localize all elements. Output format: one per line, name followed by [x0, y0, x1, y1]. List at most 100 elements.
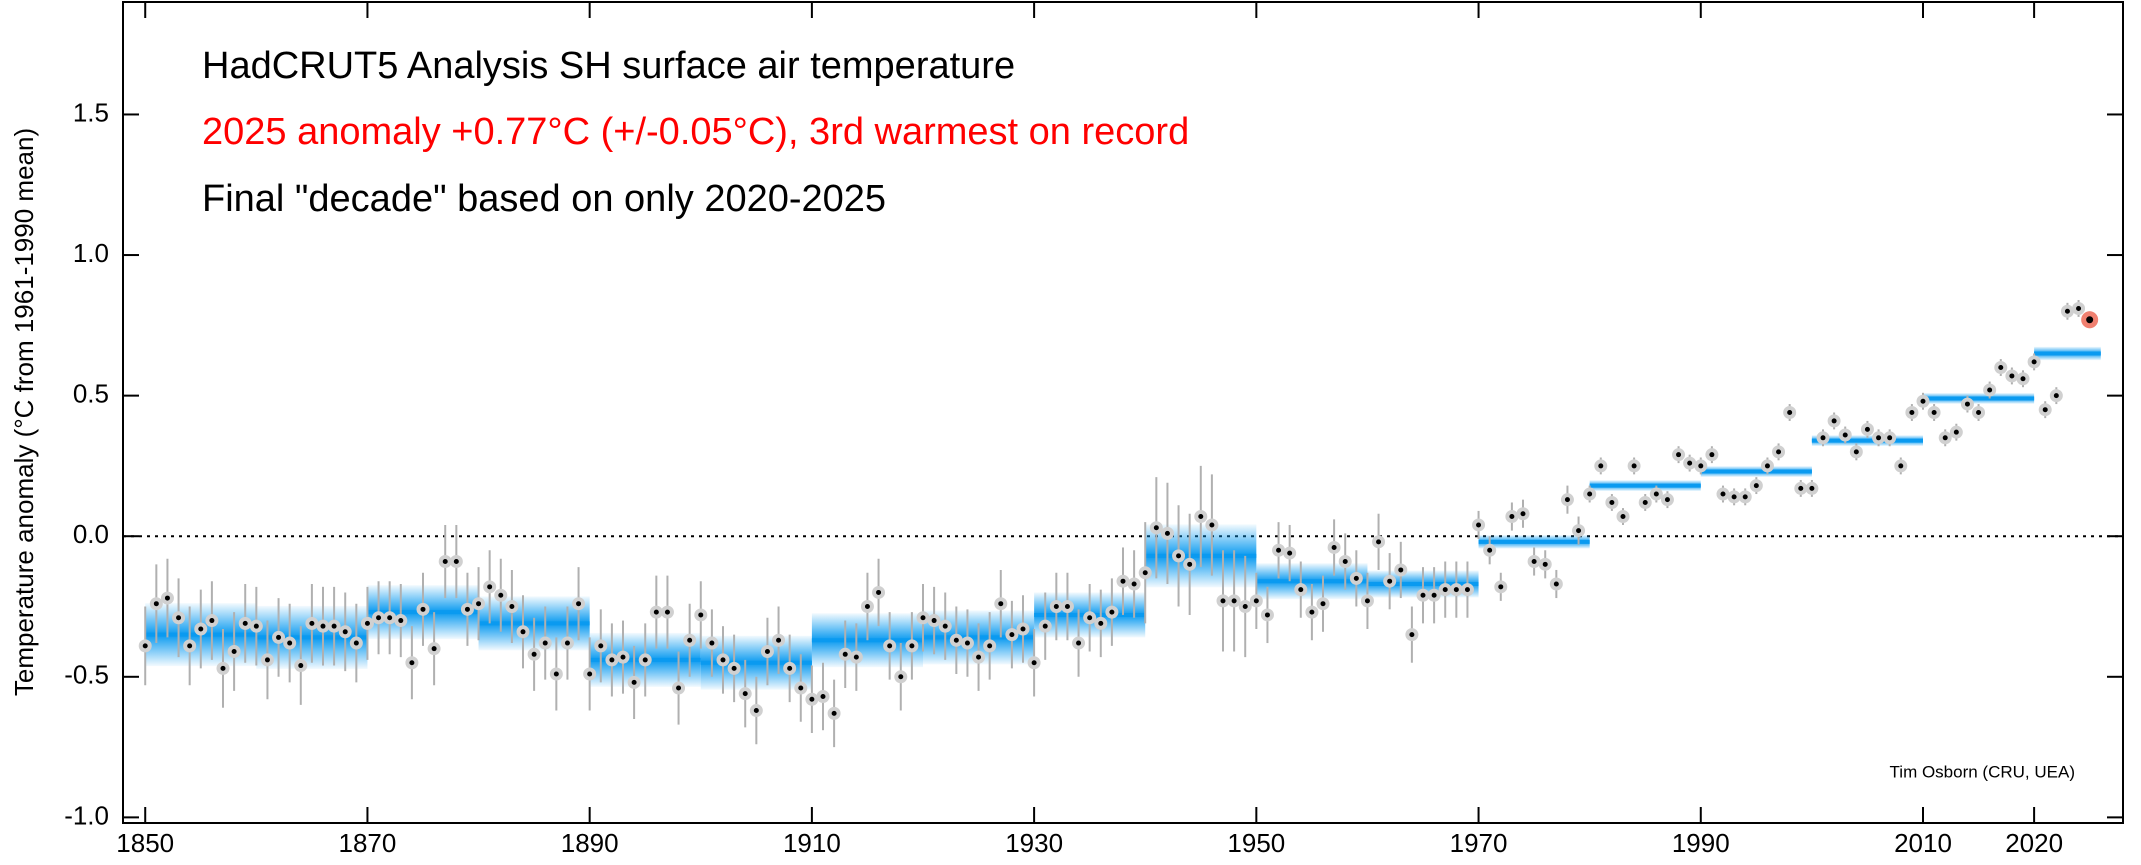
data-point — [1116, 574, 1130, 588]
data-point — [294, 659, 308, 673]
data-point — [1905, 406, 1919, 419]
data-point — [1138, 566, 1152, 580]
data-point — [1538, 557, 1552, 571]
data-point — [572, 597, 586, 611]
data-point — [1227, 594, 1241, 608]
data-point — [2027, 355, 2041, 369]
data-point — [1649, 487, 1663, 501]
data-point — [1194, 510, 1208, 524]
x-tick-label: 1950 — [1227, 828, 1285, 858]
data-point — [1338, 555, 1352, 569]
data-point — [1205, 518, 1219, 532]
x-tick-label: 1850 — [116, 828, 174, 858]
data-point — [638, 653, 652, 667]
data-point — [805, 692, 819, 706]
data-point — [716, 653, 730, 667]
data-point — [305, 616, 319, 630]
data-point — [1972, 406, 1986, 419]
data-point — [672, 681, 686, 695]
data-point — [2072, 301, 2086, 315]
data-point — [627, 675, 641, 689]
data-point — [816, 689, 830, 703]
data-point — [272, 630, 286, 644]
data-point — [1805, 481, 1819, 495]
data-point — [416, 602, 430, 616]
data-point — [1860, 422, 1874, 436]
data-point — [1449, 583, 1463, 597]
y-axis-label: Temperature anomaly (°C from 1961-1990 m… — [9, 128, 39, 696]
data-point — [916, 611, 930, 625]
data-point — [1749, 479, 1763, 493]
data-point — [1427, 588, 1441, 602]
data-point — [1994, 361, 2008, 375]
data-point — [760, 644, 774, 658]
data-point — [472, 597, 486, 611]
data-point — [1327, 540, 1341, 554]
data-point — [1160, 526, 1174, 540]
data-point — [727, 661, 741, 675]
data-point — [1527, 555, 1541, 569]
data-point — [827, 706, 841, 720]
data-point — [1560, 493, 1574, 507]
data-point — [794, 681, 808, 695]
data-point — [1372, 535, 1386, 549]
data-point — [705, 636, 719, 650]
data-point — [1060, 600, 1074, 614]
data-point — [849, 650, 863, 664]
data-point — [260, 653, 274, 667]
data-point — [860, 600, 874, 614]
data-point — [1216, 594, 1230, 608]
data-point — [783, 661, 797, 675]
data-point — [216, 661, 230, 675]
data-point — [1838, 428, 1852, 442]
data-point — [2049, 389, 2063, 403]
data-point — [1583, 487, 1597, 501]
x-tick-label: 1970 — [1450, 828, 1508, 858]
data-point — [1949, 425, 1963, 439]
data-point — [427, 642, 441, 656]
data-point — [438, 555, 452, 569]
data-point — [927, 614, 941, 628]
data-point — [160, 591, 174, 605]
data-point — [1827, 414, 1841, 428]
data-point — [838, 647, 852, 661]
data-point — [1405, 628, 1419, 642]
data-point — [1472, 518, 1486, 532]
data-point — [405, 656, 419, 670]
data-point — [1760, 459, 1774, 473]
data-point — [483, 580, 497, 594]
x-tick-label: 1870 — [339, 828, 397, 858]
data-point — [1638, 495, 1652, 509]
data-point — [383, 611, 397, 625]
data-point — [2016, 372, 2030, 386]
data-point — [494, 588, 508, 602]
data-point — [1238, 600, 1252, 614]
data-point — [460, 602, 474, 616]
data-point — [894, 670, 908, 684]
data-point — [1305, 605, 1319, 619]
data-point — [594, 639, 608, 653]
data-point — [338, 625, 352, 639]
data-point — [616, 650, 630, 664]
data-point — [1005, 628, 1019, 642]
x-tick-label: 2020 — [2005, 828, 2063, 858]
data-point — [1660, 493, 1674, 507]
data-point — [983, 639, 997, 653]
data-point — [172, 611, 186, 625]
chart-subtitle: 2025 anomaly +0.77°C (+/-0.05°C), 3rd wa… — [202, 111, 1189, 153]
data-point — [394, 614, 408, 628]
data-point — [994, 597, 1008, 611]
x-tick-label: 1910 — [783, 828, 841, 858]
plot-frame — [122, 1, 2124, 824]
data-point — [1272, 543, 1286, 557]
data-point — [316, 619, 330, 633]
data-point — [1105, 605, 1119, 619]
data-point — [327, 619, 341, 633]
data-point — [360, 616, 374, 630]
data-point — [1872, 431, 1886, 445]
data-point — [905, 639, 919, 653]
data-point — [872, 585, 886, 599]
data-point — [1416, 588, 1430, 602]
data-point — [1938, 431, 1952, 445]
